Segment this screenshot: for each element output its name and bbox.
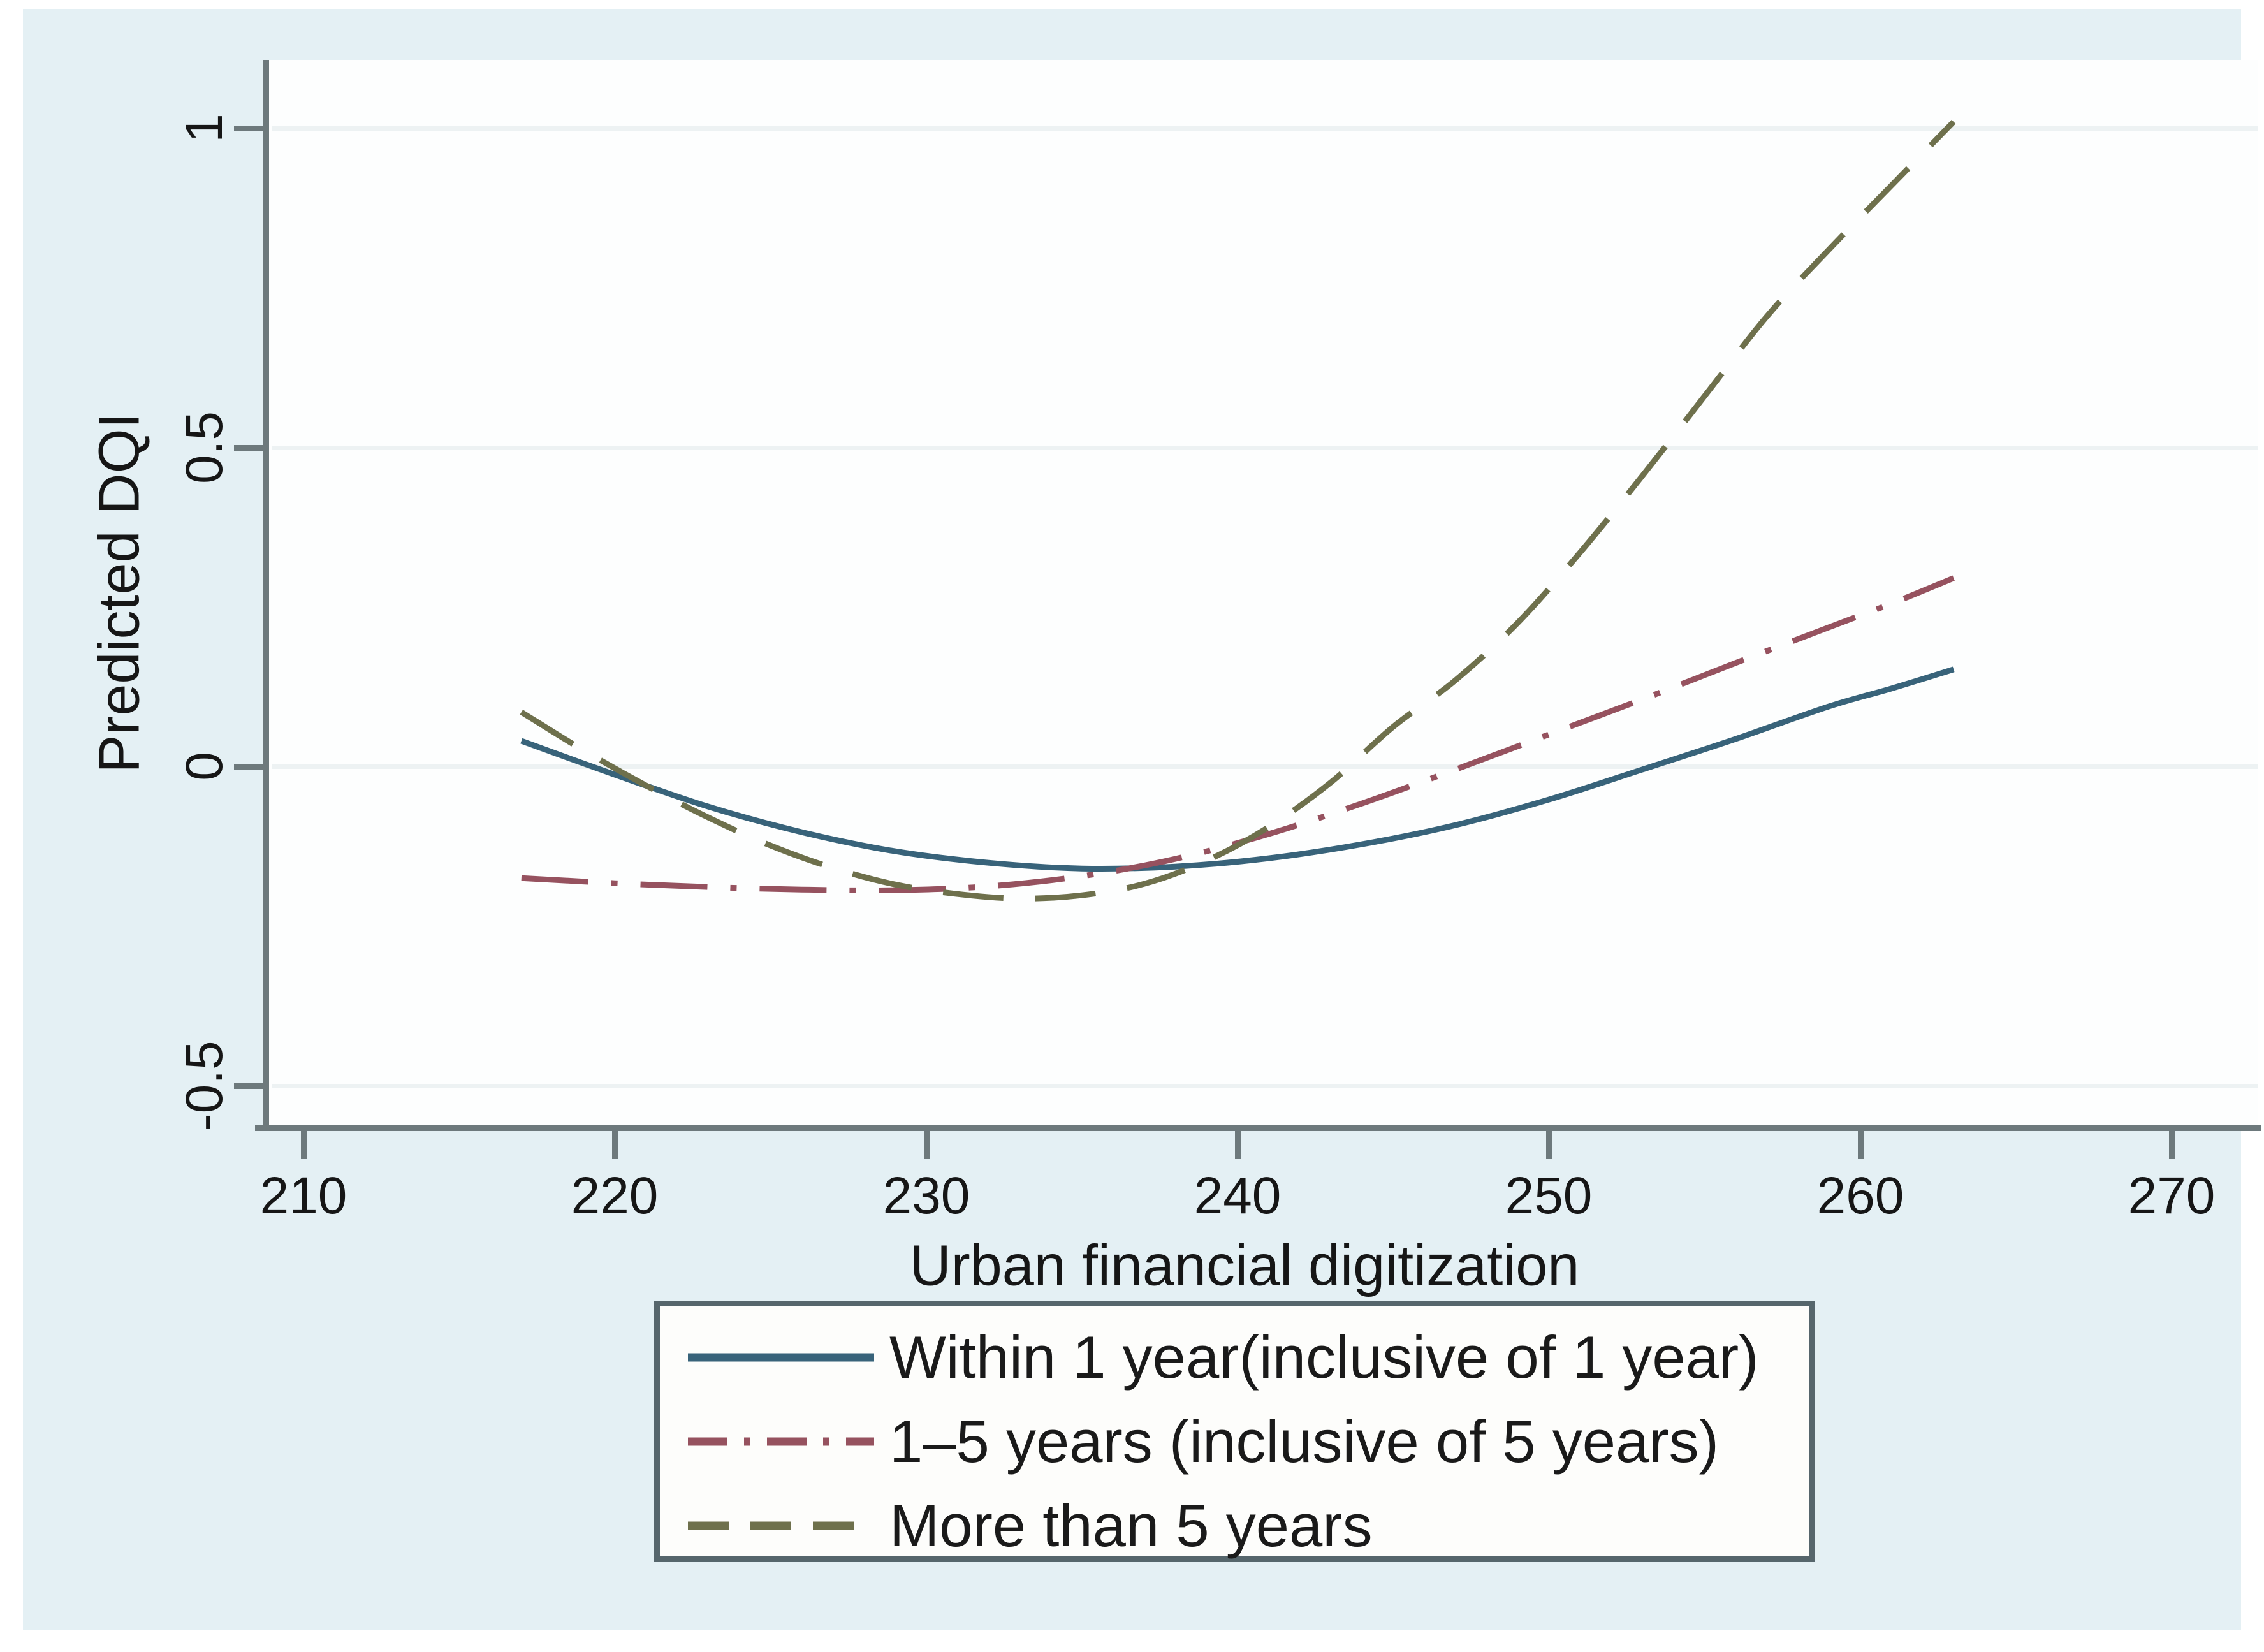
x-tick-mark: [2169, 1130, 2175, 1159]
legend-line-sample-long-dash: [688, 1521, 874, 1530]
legend-label: Within 1 year(inclusive of 1 year): [889, 1324, 1759, 1391]
x-tick-mark: [924, 1130, 930, 1159]
gridline-y-0: [272, 764, 2258, 769]
figure-canvas: 1 0.5 0 -0.5 210 220 230 240 250 260 270 Predicted…: [23, 9, 2261, 1630]
y-tick-mark: [234, 445, 263, 451]
series-line-long-dash: [520, 119, 1956, 902]
x-tick-mark: [1546, 1130, 1552, 1159]
series-curves: [520, 119, 1956, 902]
series-line-dash-dot: [521, 575, 1955, 893]
x-tick-mark: [612, 1130, 618, 1159]
y-tick-mark: [234, 126, 263, 131]
legend-line-sample-solid: [688, 1353, 874, 1362]
series-line-solid: [520, 666, 1955, 872]
gridline-y-1: [272, 126, 2258, 131]
y-tick-mark: [234, 764, 263, 770]
legend-label: 1–5 years (inclusive of 5 years): [889, 1408, 1719, 1475]
legend-line-sample-dash-dot: [688, 1437, 874, 1446]
x-tick-mark: [1235, 1130, 1241, 1159]
x-tick-mark: [1858, 1130, 1864, 1159]
x-axis-line: [255, 1125, 2261, 1131]
y-tick-mark: [234, 1083, 263, 1089]
x-tick-mark: [301, 1130, 307, 1159]
legend-label: More than 5 years: [889, 1492, 1373, 1559]
gridline-y-0.5: [272, 446, 2258, 450]
gridline-y--0.5: [272, 1084, 2258, 1088]
plot-area: [267, 60, 2258, 1126]
legend-box: Within 1 year(inclusive of 1 year) 1–5 y…: [654, 1301, 1815, 1562]
y-axis-line: [263, 60, 269, 1130]
